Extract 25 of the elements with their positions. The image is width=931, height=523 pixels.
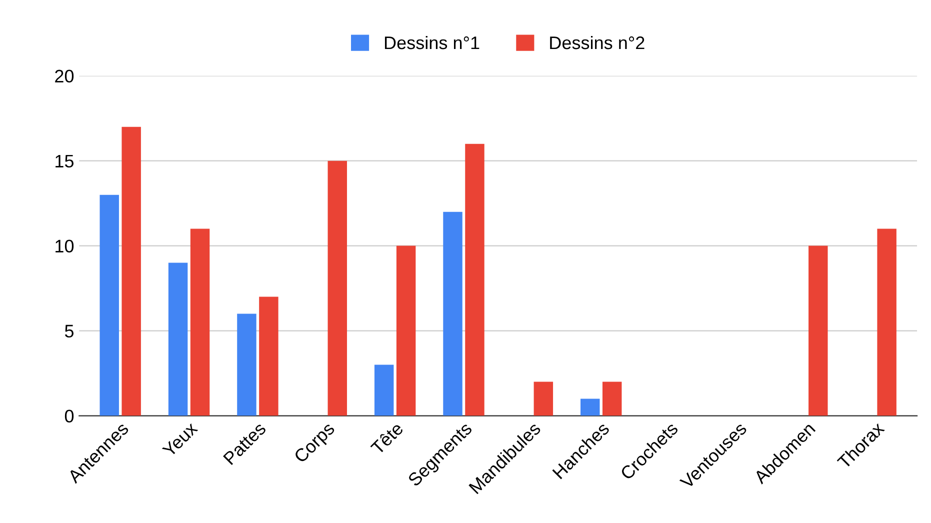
y-tick-label: 20 bbox=[55, 70, 74, 83]
bar bbox=[396, 246, 416, 416]
bar bbox=[259, 296, 278, 416]
bar bbox=[580, 398, 600, 416]
bar bbox=[374, 364, 394, 416]
bar bbox=[190, 228, 210, 416]
bar bbox=[168, 262, 188, 416]
y-tick-label: 0 bbox=[64, 410, 74, 423]
x-tick-label: Yeux bbox=[162, 421, 198, 458]
legend-label: Dessins n°2 bbox=[550, 36, 644, 50]
bar bbox=[237, 314, 256, 416]
y-tick-label: 10 bbox=[56, 240, 74, 253]
bar bbox=[808, 246, 828, 416]
bar bbox=[443, 212, 462, 416]
bar bbox=[602, 382, 622, 416]
y-tick-label: 15 bbox=[56, 154, 74, 168]
x-tick-label: Tête bbox=[370, 421, 404, 456]
y-tick-label: 5 bbox=[64, 324, 74, 338]
bar bbox=[122, 126, 141, 416]
legend-label: Dessins n°1 bbox=[384, 36, 480, 50]
bar bbox=[328, 160, 347, 416]
bar bbox=[100, 194, 119, 416]
bar bbox=[534, 382, 554, 416]
bar bbox=[877, 228, 896, 416]
bar bbox=[465, 144, 484, 416]
